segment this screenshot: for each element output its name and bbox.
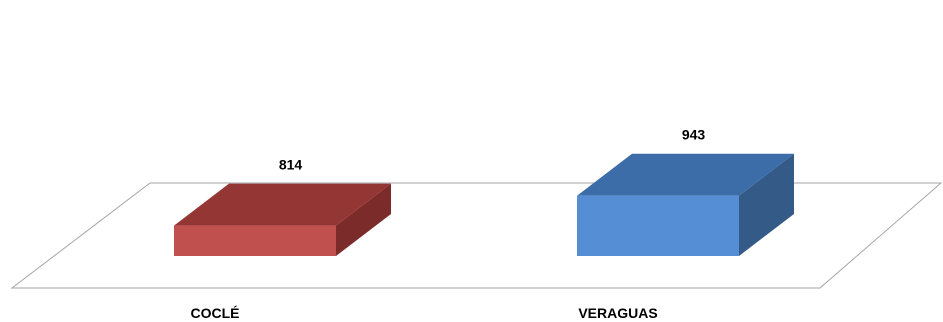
bar-veraguas-top bbox=[577, 153, 794, 196]
bar-cocle-top bbox=[174, 183, 391, 226]
category-label-veraguas: VERAGUAS bbox=[578, 305, 657, 321]
category-label-cocle: COCLÉ bbox=[191, 305, 240, 321]
data-label-veraguas: 943 bbox=[682, 127, 706, 143]
bar-cocle bbox=[174, 183, 391, 256]
labels-group: 814 COCLÉ 943 VERAGUAS bbox=[191, 127, 706, 321]
chart-floor bbox=[10, 182, 943, 289]
bar-veraguas-side bbox=[739, 153, 794, 256]
bar-veraguas bbox=[577, 153, 794, 256]
data-label-cocle: 814 bbox=[279, 157, 303, 173]
bar-veraguas-front bbox=[577, 195, 739, 256]
bar-cocle-front bbox=[174, 225, 336, 256]
bars-group bbox=[174, 153, 794, 256]
bar-cocle-side bbox=[336, 183, 391, 256]
